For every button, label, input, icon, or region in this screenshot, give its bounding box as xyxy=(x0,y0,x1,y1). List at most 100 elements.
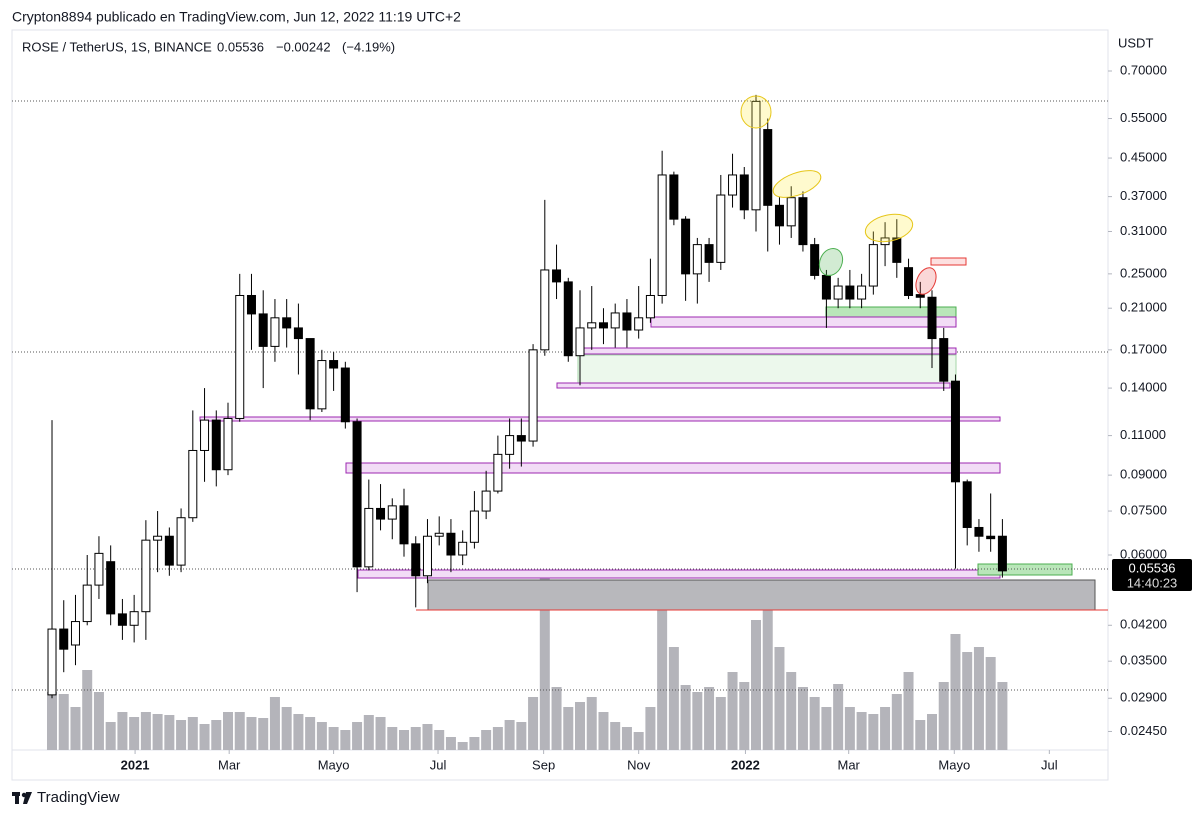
x-tick-label: Sep xyxy=(532,757,555,772)
volume-bar xyxy=(246,717,257,750)
candle-body xyxy=(610,312,620,329)
purple-zone xyxy=(650,316,957,328)
volume-bar xyxy=(575,702,586,750)
red-zone xyxy=(930,257,967,266)
purple-zone xyxy=(583,347,957,355)
candle-body xyxy=(200,419,210,451)
y-tick-label: 0.55000 xyxy=(1120,110,1167,125)
volume-bar xyxy=(387,727,398,750)
candle-body xyxy=(763,129,773,206)
volume-bar xyxy=(117,712,128,750)
candle-body xyxy=(211,419,221,471)
volume-bar xyxy=(551,687,562,750)
y-tick-label: 0.14000 xyxy=(1120,380,1167,395)
y-tick-label: 0.31000 xyxy=(1120,223,1167,238)
candle-body xyxy=(669,174,679,220)
candle-body xyxy=(387,505,397,520)
volume-bar xyxy=(516,722,527,750)
currency: USDT xyxy=(1118,35,1153,50)
volume-bar xyxy=(903,672,914,750)
candle-body xyxy=(915,294,925,298)
volume-bar xyxy=(621,727,632,750)
volume-bar xyxy=(410,727,421,750)
volume-bar xyxy=(645,707,656,750)
volume-bar xyxy=(751,620,762,750)
candle-body xyxy=(563,281,573,357)
y-tick-label: 0.37000 xyxy=(1120,188,1167,203)
volume-bar xyxy=(504,720,515,750)
candle-body xyxy=(986,535,996,540)
candle-body xyxy=(70,621,80,646)
volume-bar xyxy=(868,714,879,750)
candle-body xyxy=(305,338,315,410)
candle-body xyxy=(927,296,937,340)
volume-bar xyxy=(598,712,609,750)
x-tick-label: Nov xyxy=(627,757,651,772)
candle-body xyxy=(59,628,69,650)
legend-price: 0.05536 xyxy=(217,39,264,54)
candle-body xyxy=(235,294,245,419)
candle-body xyxy=(493,453,503,492)
volume-bar xyxy=(633,732,644,750)
highlight-ellipse xyxy=(818,247,844,277)
candle-body xyxy=(716,194,726,263)
candle-body xyxy=(481,490,491,512)
candle-body xyxy=(634,317,644,331)
volume-bar xyxy=(610,722,621,750)
candle-body xyxy=(728,174,738,196)
volume-bar xyxy=(844,707,855,750)
candle-body xyxy=(892,237,902,263)
candle-body xyxy=(399,505,409,545)
candle-body xyxy=(598,322,608,329)
volume-bar xyxy=(915,720,926,750)
brand-logo xyxy=(12,792,32,804)
candle-body xyxy=(939,338,949,382)
candle-body xyxy=(188,449,198,519)
volume-bar xyxy=(880,707,891,750)
candle-body xyxy=(422,535,432,577)
candle-body xyxy=(774,204,784,227)
green-zone xyxy=(577,354,957,385)
highlight-ellipse xyxy=(915,267,937,295)
byline: Crypton8894 publicado en TradingView.com… xyxy=(12,9,461,25)
candle-body xyxy=(857,285,867,300)
candle-body xyxy=(340,367,350,423)
volume-bar xyxy=(187,717,198,750)
volume-bar xyxy=(774,647,785,750)
volume-bar xyxy=(938,682,949,750)
candle-body xyxy=(329,360,339,369)
y-tick-label: 0.11000 xyxy=(1120,427,1166,442)
candle-body xyxy=(376,507,386,520)
logo-part xyxy=(15,792,19,804)
highlight-ellipse xyxy=(864,213,914,243)
y-tick-label: 0.06000 xyxy=(1120,546,1167,561)
candle-body xyxy=(352,421,362,568)
candle-body xyxy=(505,435,515,455)
volume-bar xyxy=(434,730,445,750)
candle-body xyxy=(587,322,597,329)
y-tick-label: 0.04200 xyxy=(1120,617,1167,632)
symbol: ROSE / TetherUS, 1S, BINANCE xyxy=(22,39,212,54)
volume-bar xyxy=(70,707,81,750)
candle-body xyxy=(293,327,303,340)
x-tick-label: Mar xyxy=(838,757,861,772)
candle-body xyxy=(106,561,116,615)
volume-bar xyxy=(352,722,363,750)
candle-body xyxy=(94,552,104,586)
y-tick-label: 0.02900 xyxy=(1120,690,1167,705)
volume-bar xyxy=(105,722,116,750)
volume-bar xyxy=(962,652,973,750)
volume-bar xyxy=(492,727,503,750)
x-tick-label: 2022 xyxy=(731,757,760,772)
candle-body xyxy=(141,539,151,613)
y-tick-label: 0.45000 xyxy=(1120,149,1167,164)
y-tick-label: 0.25000 xyxy=(1120,265,1167,280)
volume-bar xyxy=(340,730,351,750)
y-tick-label: 0.09000 xyxy=(1120,467,1167,482)
volume-bar xyxy=(269,697,280,750)
y-tick-label: 0.17000 xyxy=(1120,341,1167,356)
candle-body xyxy=(446,532,456,556)
candle-body xyxy=(540,269,550,351)
candle-body xyxy=(645,294,655,319)
candle-body xyxy=(469,510,479,543)
